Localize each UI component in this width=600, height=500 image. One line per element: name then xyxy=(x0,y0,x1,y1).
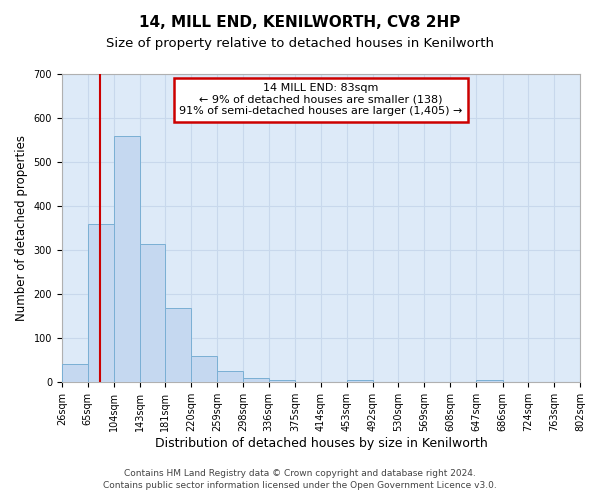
Bar xyxy=(191,356,217,382)
Y-axis label: Number of detached properties: Number of detached properties xyxy=(15,135,28,321)
Bar xyxy=(217,372,244,382)
Bar xyxy=(62,364,88,382)
Bar xyxy=(88,224,114,382)
Bar xyxy=(244,378,269,382)
Bar xyxy=(269,380,295,382)
Bar xyxy=(476,380,503,382)
Text: Size of property relative to detached houses in Kenilworth: Size of property relative to detached ho… xyxy=(106,38,494,51)
X-axis label: Distribution of detached houses by size in Kenilworth: Distribution of detached houses by size … xyxy=(155,437,487,450)
Text: 14 MILL END: 83sqm
← 9% of detached houses are smaller (138)
91% of semi-detache: 14 MILL END: 83sqm ← 9% of detached hous… xyxy=(179,84,463,116)
Text: Contains HM Land Registry data © Crown copyright and database right 2024.
Contai: Contains HM Land Registry data © Crown c… xyxy=(103,468,497,490)
Bar xyxy=(347,380,373,382)
Bar xyxy=(165,308,191,382)
Text: 14, MILL END, KENILWORTH, CV8 2HP: 14, MILL END, KENILWORTH, CV8 2HP xyxy=(139,15,461,30)
Bar xyxy=(114,136,140,382)
Bar xyxy=(140,244,165,382)
